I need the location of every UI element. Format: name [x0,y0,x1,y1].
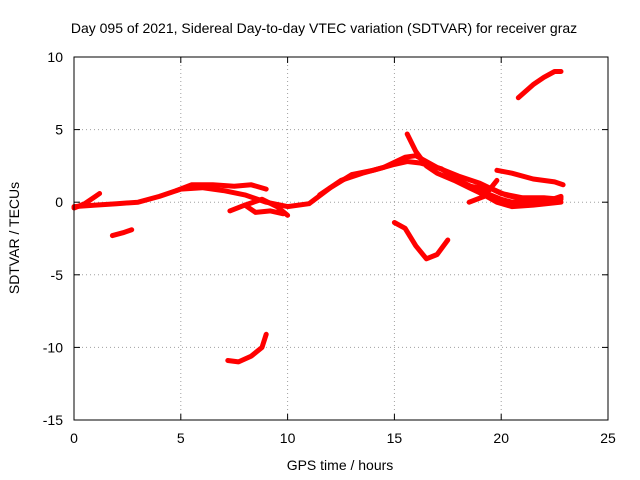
y-axis-label: SDTVAR / TECUs [6,182,22,294]
chart-title: Day 095 of 2021, Sidereal Day-to-day VTE… [71,20,577,36]
y-tick-label: 5 [55,122,63,138]
y-tick-label: -5 [51,267,64,283]
series-arc-14 [466,177,500,205]
y-tick-label: -10 [43,339,63,355]
data-series [71,69,566,365]
series-arc-12 [494,167,566,188]
x-tick-label: 0 [70,430,78,446]
series-arc-13 [466,183,564,207]
grid [74,57,608,420]
y-tick-label: 10 [47,49,63,65]
x-tick-label: 20 [493,430,509,446]
series-arc-10 [391,220,451,262]
x-tick-label: 25 [600,430,616,446]
y-tick-label: -15 [43,412,63,428]
axis-ticks: 0 5 10 15 20 25 -15 -10 -5 0 5 10 [43,49,616,446]
y-tick-label: 0 [55,194,63,210]
series-arc-11 [515,69,564,101]
series-arc-5 [227,196,291,218]
plot-frame [73,56,609,421]
series-arc-6 [242,202,286,217]
x-tick-label: 5 [177,430,185,446]
x-tick-label: 10 [280,430,296,446]
series-arc-3 [109,227,135,239]
series-arc-4 [174,182,269,194]
series-arc-7 [225,331,269,365]
x-tick-label: 15 [387,430,403,446]
x-axis-label: GPS time / hours [287,457,394,473]
